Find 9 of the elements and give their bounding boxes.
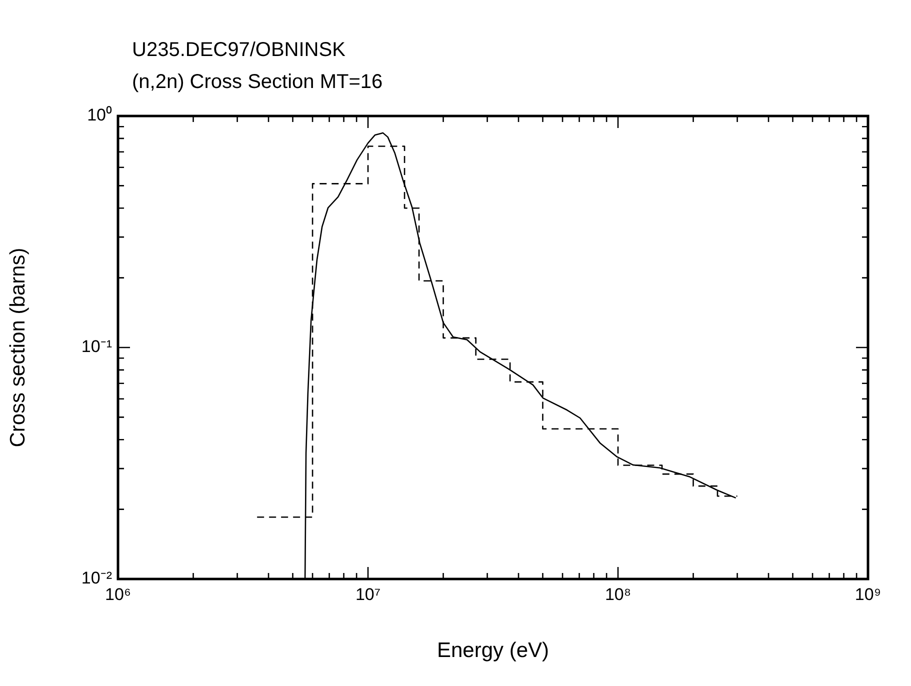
x-tick-label: 10⁷ bbox=[355, 584, 381, 604]
x-axis-title: Energy (eV) bbox=[436, 639, 550, 662]
y-tick-label: 10⁰ bbox=[87, 106, 112, 125]
y-tick-label: 10⁻¹ bbox=[81, 337, 112, 356]
x-tick-label: 10⁸ bbox=[604, 584, 632, 604]
chart-title: U235.DEC97/OBNINSK bbox=[132, 39, 346, 61]
chart-subtitle: (n,2n) Cross Section MT=16 bbox=[132, 71, 383, 93]
x-tick-label: 10⁹ bbox=[854, 584, 882, 604]
y-axis-title: Cross section (barns) bbox=[6, 248, 30, 448]
